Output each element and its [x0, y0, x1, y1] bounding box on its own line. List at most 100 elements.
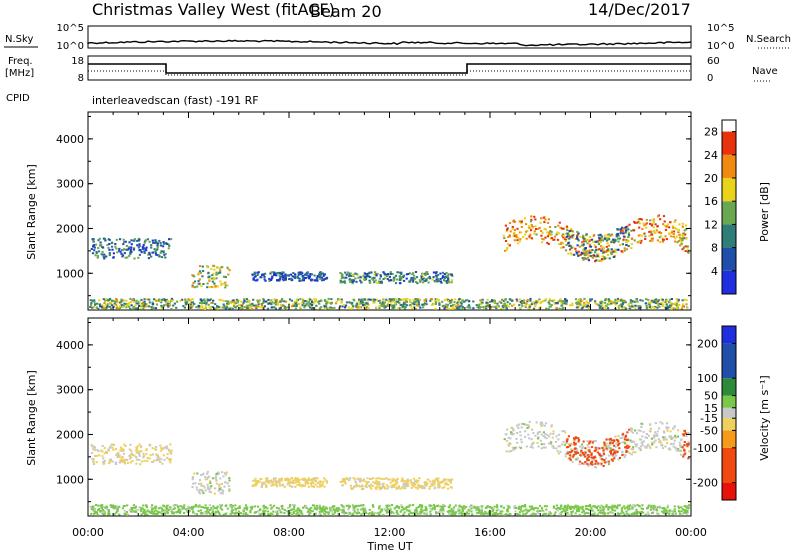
- range-cell: [263, 278, 266, 281]
- range-cell: [372, 279, 375, 281]
- range-cell: [608, 442, 612, 445]
- range-cell: [589, 440, 592, 443]
- range-cell: [443, 273, 446, 276]
- range-cell: [319, 508, 322, 510]
- range-cell: [296, 483, 299, 486]
- range-cell: [308, 275, 311, 278]
- range-cell: [377, 300, 380, 302]
- range-cell: [540, 217, 543, 220]
- range-cell: [99, 509, 102, 512]
- range-cell: [437, 486, 440, 489]
- range-cell: [151, 453, 155, 456]
- range-cell: [365, 512, 368, 514]
- range-cell: [266, 507, 269, 510]
- range-cell: [382, 305, 385, 308]
- range-cell: [534, 301, 537, 304]
- range-cell: [296, 481, 299, 483]
- range-cell: [160, 298, 163, 301]
- range-cell: [314, 298, 317, 301]
- range-cell: [213, 265, 216, 268]
- range-cell: [122, 306, 125, 309]
- range-cell: [562, 234, 565, 237]
- range-cell: [215, 271, 218, 274]
- range-cell: [448, 509, 451, 512]
- range-cell: [521, 305, 524, 308]
- range-cell: [583, 512, 586, 515]
- range-cell: [566, 229, 569, 232]
- range-cell: [639, 241, 642, 244]
- range-cell: [665, 426, 668, 429]
- range-cell: [106, 300, 109, 303]
- range-cell: [460, 302, 463, 305]
- range-cell: [413, 511, 416, 514]
- range-cell: [420, 508, 423, 511]
- range-cell: [370, 277, 374, 280]
- range-cell: [661, 507, 664, 510]
- range-cell: [574, 447, 577, 450]
- range-cell: [670, 298, 673, 300]
- range-cell: [650, 504, 653, 507]
- range-cell: [218, 483, 221, 486]
- range-cell: [645, 218, 648, 221]
- range-cell: [200, 482, 203, 485]
- range-cell: [491, 299, 494, 301]
- range-cell: [331, 506, 334, 509]
- range-cell: [319, 272, 322, 275]
- range-cell: [213, 282, 216, 285]
- range-cell: [425, 271, 428, 274]
- range-cell: [650, 237, 653, 240]
- range-cell: [184, 303, 187, 306]
- range-cell: [687, 450, 691, 453]
- range-cell: [572, 453, 575, 456]
- range-cell: [209, 513, 212, 515]
- range-cell: [500, 505, 503, 508]
- range-cell: [404, 306, 407, 309]
- range-cell: [651, 237, 655, 240]
- range-cell: [603, 257, 607, 260]
- range-cell: [340, 273, 344, 276]
- range-cell: [383, 301, 386, 304]
- range-cell: [349, 275, 352, 277]
- range-cell: [481, 298, 484, 301]
- range-cell: [355, 302, 358, 305]
- range-cell: [443, 298, 446, 301]
- range-cell: [277, 507, 280, 510]
- range-cell: [591, 509, 594, 512]
- range-cell: [145, 303, 148, 306]
- range-cell: [557, 445, 560, 448]
- range-cell: [493, 513, 496, 516]
- range-cell: [582, 243, 585, 246]
- range-cell: [617, 234, 620, 237]
- range-cell: [675, 298, 678, 301]
- range-cell: [610, 234, 614, 237]
- range-cell: [583, 297, 586, 300]
- range-cell: [564, 249, 568, 252]
- range-cell: [465, 511, 468, 514]
- range-cell: [299, 306, 302, 309]
- range-cell: [111, 446, 114, 449]
- range-cell: [562, 227, 565, 230]
- range-cell: [449, 480, 452, 483]
- range-cell: [118, 238, 122, 241]
- range-cell: [294, 275, 297, 278]
- range-cell: [316, 477, 319, 480]
- range-cell: [299, 298, 302, 301]
- range-cell: [534, 218, 537, 221]
- range-cell: [428, 275, 431, 278]
- range-cell: [652, 221, 655, 223]
- range-cell: [278, 482, 281, 485]
- range-cell: [560, 443, 564, 446]
- range-cell: [528, 307, 531, 310]
- range-cell: [666, 429, 669, 432]
- range-cell: [362, 478, 365, 481]
- range-cell: [566, 232, 569, 235]
- range-cell: [547, 307, 550, 310]
- range-cell: [98, 507, 101, 510]
- range-cell: [580, 506, 583, 509]
- range-cell: [199, 298, 202, 301]
- range-cell: [640, 218, 643, 221]
- range-cell: [224, 276, 227, 279]
- range-cell: [181, 298, 184, 301]
- range-cell: [560, 511, 563, 514]
- range-cell: [628, 506, 631, 509]
